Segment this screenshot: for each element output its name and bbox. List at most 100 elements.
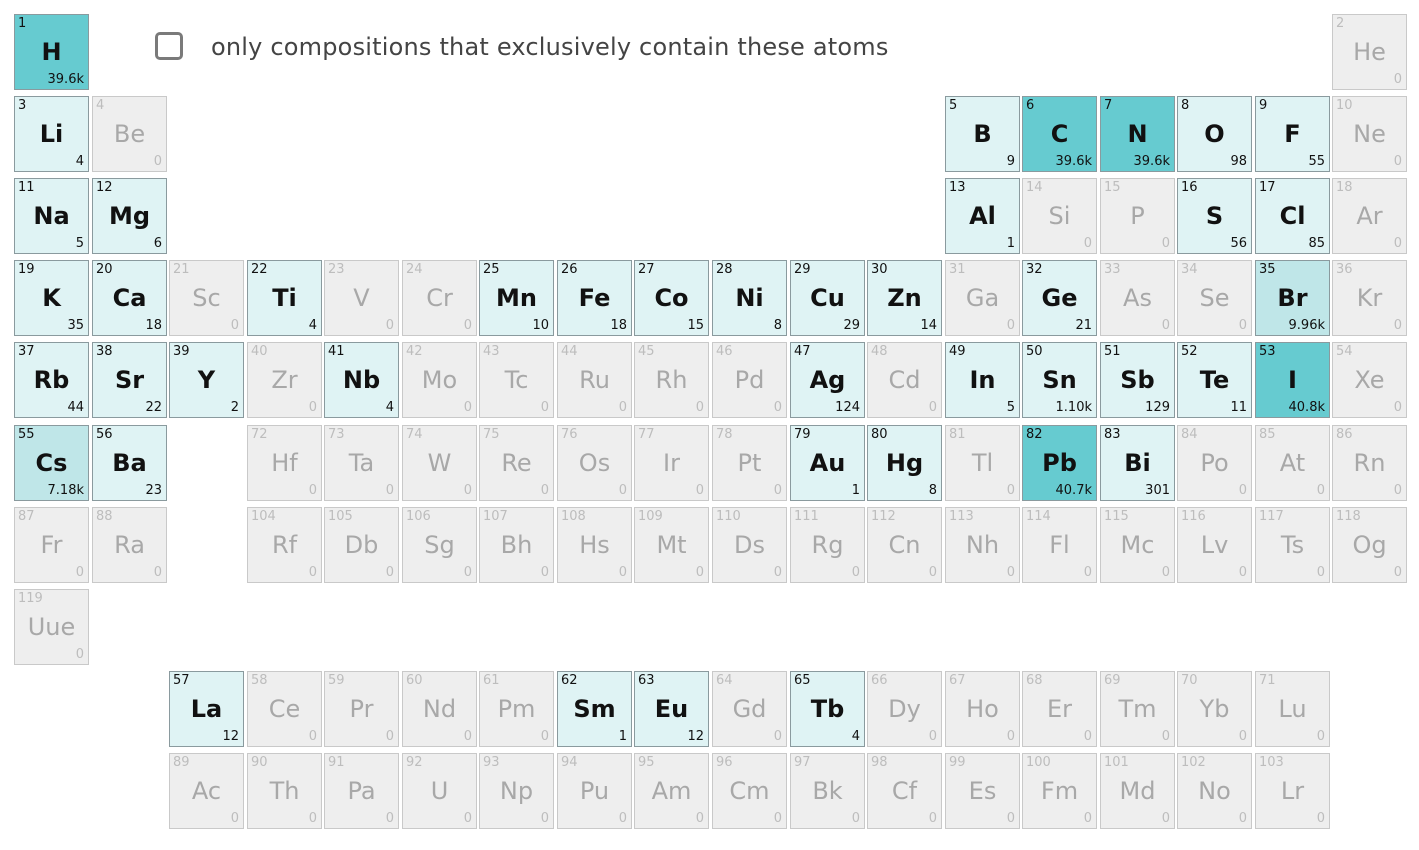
element-cell-fe[interactable]: 26 Fe 18 — [557, 260, 632, 336]
element-cell-sb[interactable]: 51 Sb 129 — [1100, 342, 1175, 418]
element-cell-fm[interactable]: 100 Fm 0 — [1022, 753, 1097, 829]
element-cell-k[interactable]: 19 K 35 — [14, 260, 89, 336]
element-cell-cf[interactable]: 98 Cf 0 — [867, 753, 942, 829]
element-cell-cr[interactable]: 24 Cr 0 — [402, 260, 477, 336]
element-cell-kr[interactable]: 36 Kr 0 — [1332, 260, 1407, 336]
element-cell-mg[interactable]: 12 Mg 6 — [92, 178, 167, 254]
element-cell-ga[interactable]: 31 Ga 0 — [945, 260, 1020, 336]
element-cell-cs[interactable]: 55 Cs 7.18k — [14, 425, 89, 501]
element-cell-zr[interactable]: 40 Zr 0 — [247, 342, 322, 418]
element-cell-lv[interactable]: 116 Lv 0 — [1177, 507, 1252, 583]
element-cell-na[interactable]: 11 Na 5 — [14, 178, 89, 254]
element-cell-sm[interactable]: 62 Sm 1 — [557, 671, 632, 747]
element-cell-xe[interactable]: 54 Xe 0 — [1332, 342, 1407, 418]
element-cell-si[interactable]: 14 Si 0 — [1022, 178, 1097, 254]
element-cell-tb[interactable]: 65 Tb 4 — [790, 671, 865, 747]
element-cell-pr[interactable]: 59 Pr 0 — [324, 671, 399, 747]
element-cell-hg[interactable]: 80 Hg 8 — [867, 425, 942, 501]
element-cell-po[interactable]: 84 Po 0 — [1177, 425, 1252, 501]
element-cell-ir[interactable]: 77 Ir 0 — [634, 425, 709, 501]
element-cell-cn[interactable]: 112 Cn 0 — [867, 507, 942, 583]
element-cell-tc[interactable]: 43 Tc 0 — [479, 342, 554, 418]
element-cell-cu[interactable]: 29 Cu 29 — [790, 260, 865, 336]
element-cell-i[interactable]: 53 I 40.8k — [1255, 342, 1330, 418]
element-cell-bh[interactable]: 107 Bh 0 — [479, 507, 554, 583]
element-cell-se[interactable]: 34 Se 0 — [1177, 260, 1252, 336]
element-cell-og[interactable]: 118 Og 0 — [1332, 507, 1407, 583]
element-cell-rh[interactable]: 45 Rh 0 — [634, 342, 709, 418]
element-cell-ag[interactable]: 47 Ag 124 — [790, 342, 865, 418]
element-cell-y[interactable]: 39 Y 2 — [169, 342, 244, 418]
element-cell-ac[interactable]: 89 Ac 0 — [169, 753, 244, 829]
element-cell-in[interactable]: 49 In 5 — [945, 342, 1020, 418]
element-cell-hs[interactable]: 108 Hs 0 — [557, 507, 632, 583]
element-cell-ti[interactable]: 22 Ti 4 — [247, 260, 322, 336]
element-cell-mo[interactable]: 42 Mo 0 — [402, 342, 477, 418]
element-cell-pb[interactable]: 82 Pb 40.7k — [1022, 425, 1097, 501]
element-cell-er[interactable]: 68 Er 0 — [1022, 671, 1097, 747]
element-cell-ds[interactable]: 110 Ds 0 — [712, 507, 787, 583]
element-cell-al[interactable]: 13 Al 1 — [945, 178, 1020, 254]
element-cell-w[interactable]: 74 W 0 — [402, 425, 477, 501]
element-cell-p[interactable]: 15 P 0 — [1100, 178, 1175, 254]
element-cell-la[interactable]: 57 La 12 — [169, 671, 244, 747]
element-cell-ta[interactable]: 73 Ta 0 — [324, 425, 399, 501]
element-cell-md[interactable]: 101 Md 0 — [1100, 753, 1175, 829]
element-cell-nh[interactable]: 113 Nh 0 — [945, 507, 1020, 583]
element-cell-ce[interactable]: 58 Ce 0 — [247, 671, 322, 747]
element-cell-bi[interactable]: 83 Bi 301 — [1100, 425, 1175, 501]
element-cell-f[interactable]: 9 F 55 — [1255, 96, 1330, 172]
element-cell-hf[interactable]: 72 Hf 0 — [247, 425, 322, 501]
element-cell-uue[interactable]: 119 Uue 0 — [14, 589, 89, 665]
element-cell-mn[interactable]: 25 Mn 10 — [479, 260, 554, 336]
element-cell-pm[interactable]: 61 Pm 0 — [479, 671, 554, 747]
element-cell-pu[interactable]: 94 Pu 0 — [557, 753, 632, 829]
element-cell-lr[interactable]: 103 Lr 0 — [1255, 753, 1330, 829]
element-cell-es[interactable]: 99 Es 0 — [945, 753, 1020, 829]
element-cell-no[interactable]: 102 No 0 — [1177, 753, 1252, 829]
element-cell-c[interactable]: 6 C 39.6k — [1022, 96, 1097, 172]
element-cell-u[interactable]: 92 U 0 — [402, 753, 477, 829]
element-cell-sc[interactable]: 21 Sc 0 — [169, 260, 244, 336]
element-cell-fr[interactable]: 87 Fr 0 — [14, 507, 89, 583]
element-cell-ca[interactable]: 20 Ca 18 — [92, 260, 167, 336]
element-cell-mt[interactable]: 109 Mt 0 — [634, 507, 709, 583]
element-cell-rn[interactable]: 86 Rn 0 — [1332, 425, 1407, 501]
element-cell-am[interactable]: 95 Am 0 — [634, 753, 709, 829]
element-cell-sn[interactable]: 50 Sn 1.10k — [1022, 342, 1097, 418]
element-cell-zn[interactable]: 30 Zn 14 — [867, 260, 942, 336]
element-cell-eu[interactable]: 63 Eu 12 — [634, 671, 709, 747]
element-cell-pt[interactable]: 78 Pt 0 — [712, 425, 787, 501]
element-cell-tl[interactable]: 81 Tl 0 — [945, 425, 1020, 501]
element-cell-mc[interactable]: 115 Mc 0 — [1100, 507, 1175, 583]
element-cell-te[interactable]: 52 Te 11 — [1177, 342, 1252, 418]
element-cell-np[interactable]: 93 Np 0 — [479, 753, 554, 829]
element-cell-n[interactable]: 7 N 39.6k — [1100, 96, 1175, 172]
element-cell-cl[interactable]: 17 Cl 85 — [1255, 178, 1330, 254]
element-cell-pa[interactable]: 91 Pa 0 — [324, 753, 399, 829]
element-cell-be[interactable]: 4 Be 0 — [92, 96, 167, 172]
element-cell-sg[interactable]: 106 Sg 0 — [402, 507, 477, 583]
element-cell-tm[interactable]: 69 Tm 0 — [1100, 671, 1175, 747]
element-cell-pd[interactable]: 46 Pd 0 — [712, 342, 787, 418]
element-cell-ge[interactable]: 32 Ge 21 — [1022, 260, 1097, 336]
element-cell-as[interactable]: 33 As 0 — [1100, 260, 1175, 336]
element-cell-rg[interactable]: 111 Rg 0 — [790, 507, 865, 583]
element-cell-db[interactable]: 105 Db 0 — [324, 507, 399, 583]
element-cell-lu[interactable]: 71 Lu 0 — [1255, 671, 1330, 747]
element-cell-nb[interactable]: 41 Nb 4 — [324, 342, 399, 418]
element-cell-ru[interactable]: 44 Ru 0 — [557, 342, 632, 418]
element-cell-sr[interactable]: 38 Sr 22 — [92, 342, 167, 418]
element-cell-co[interactable]: 27 Co 15 — [634, 260, 709, 336]
element-cell-he[interactable]: 2 He 0 — [1332, 14, 1407, 90]
element-cell-ts[interactable]: 117 Ts 0 — [1255, 507, 1330, 583]
element-cell-gd[interactable]: 64 Gd 0 — [712, 671, 787, 747]
element-cell-h[interactable]: 1 H 39.6k — [14, 14, 89, 90]
element-cell-fl[interactable]: 114 Fl 0 — [1022, 507, 1097, 583]
element-cell-at[interactable]: 85 At 0 — [1255, 425, 1330, 501]
element-cell-yb[interactable]: 70 Yb 0 — [1177, 671, 1252, 747]
element-cell-ho[interactable]: 67 Ho 0 — [945, 671, 1020, 747]
element-cell-ne[interactable]: 10 Ne 0 — [1332, 96, 1407, 172]
element-cell-au[interactable]: 79 Au 1 — [790, 425, 865, 501]
